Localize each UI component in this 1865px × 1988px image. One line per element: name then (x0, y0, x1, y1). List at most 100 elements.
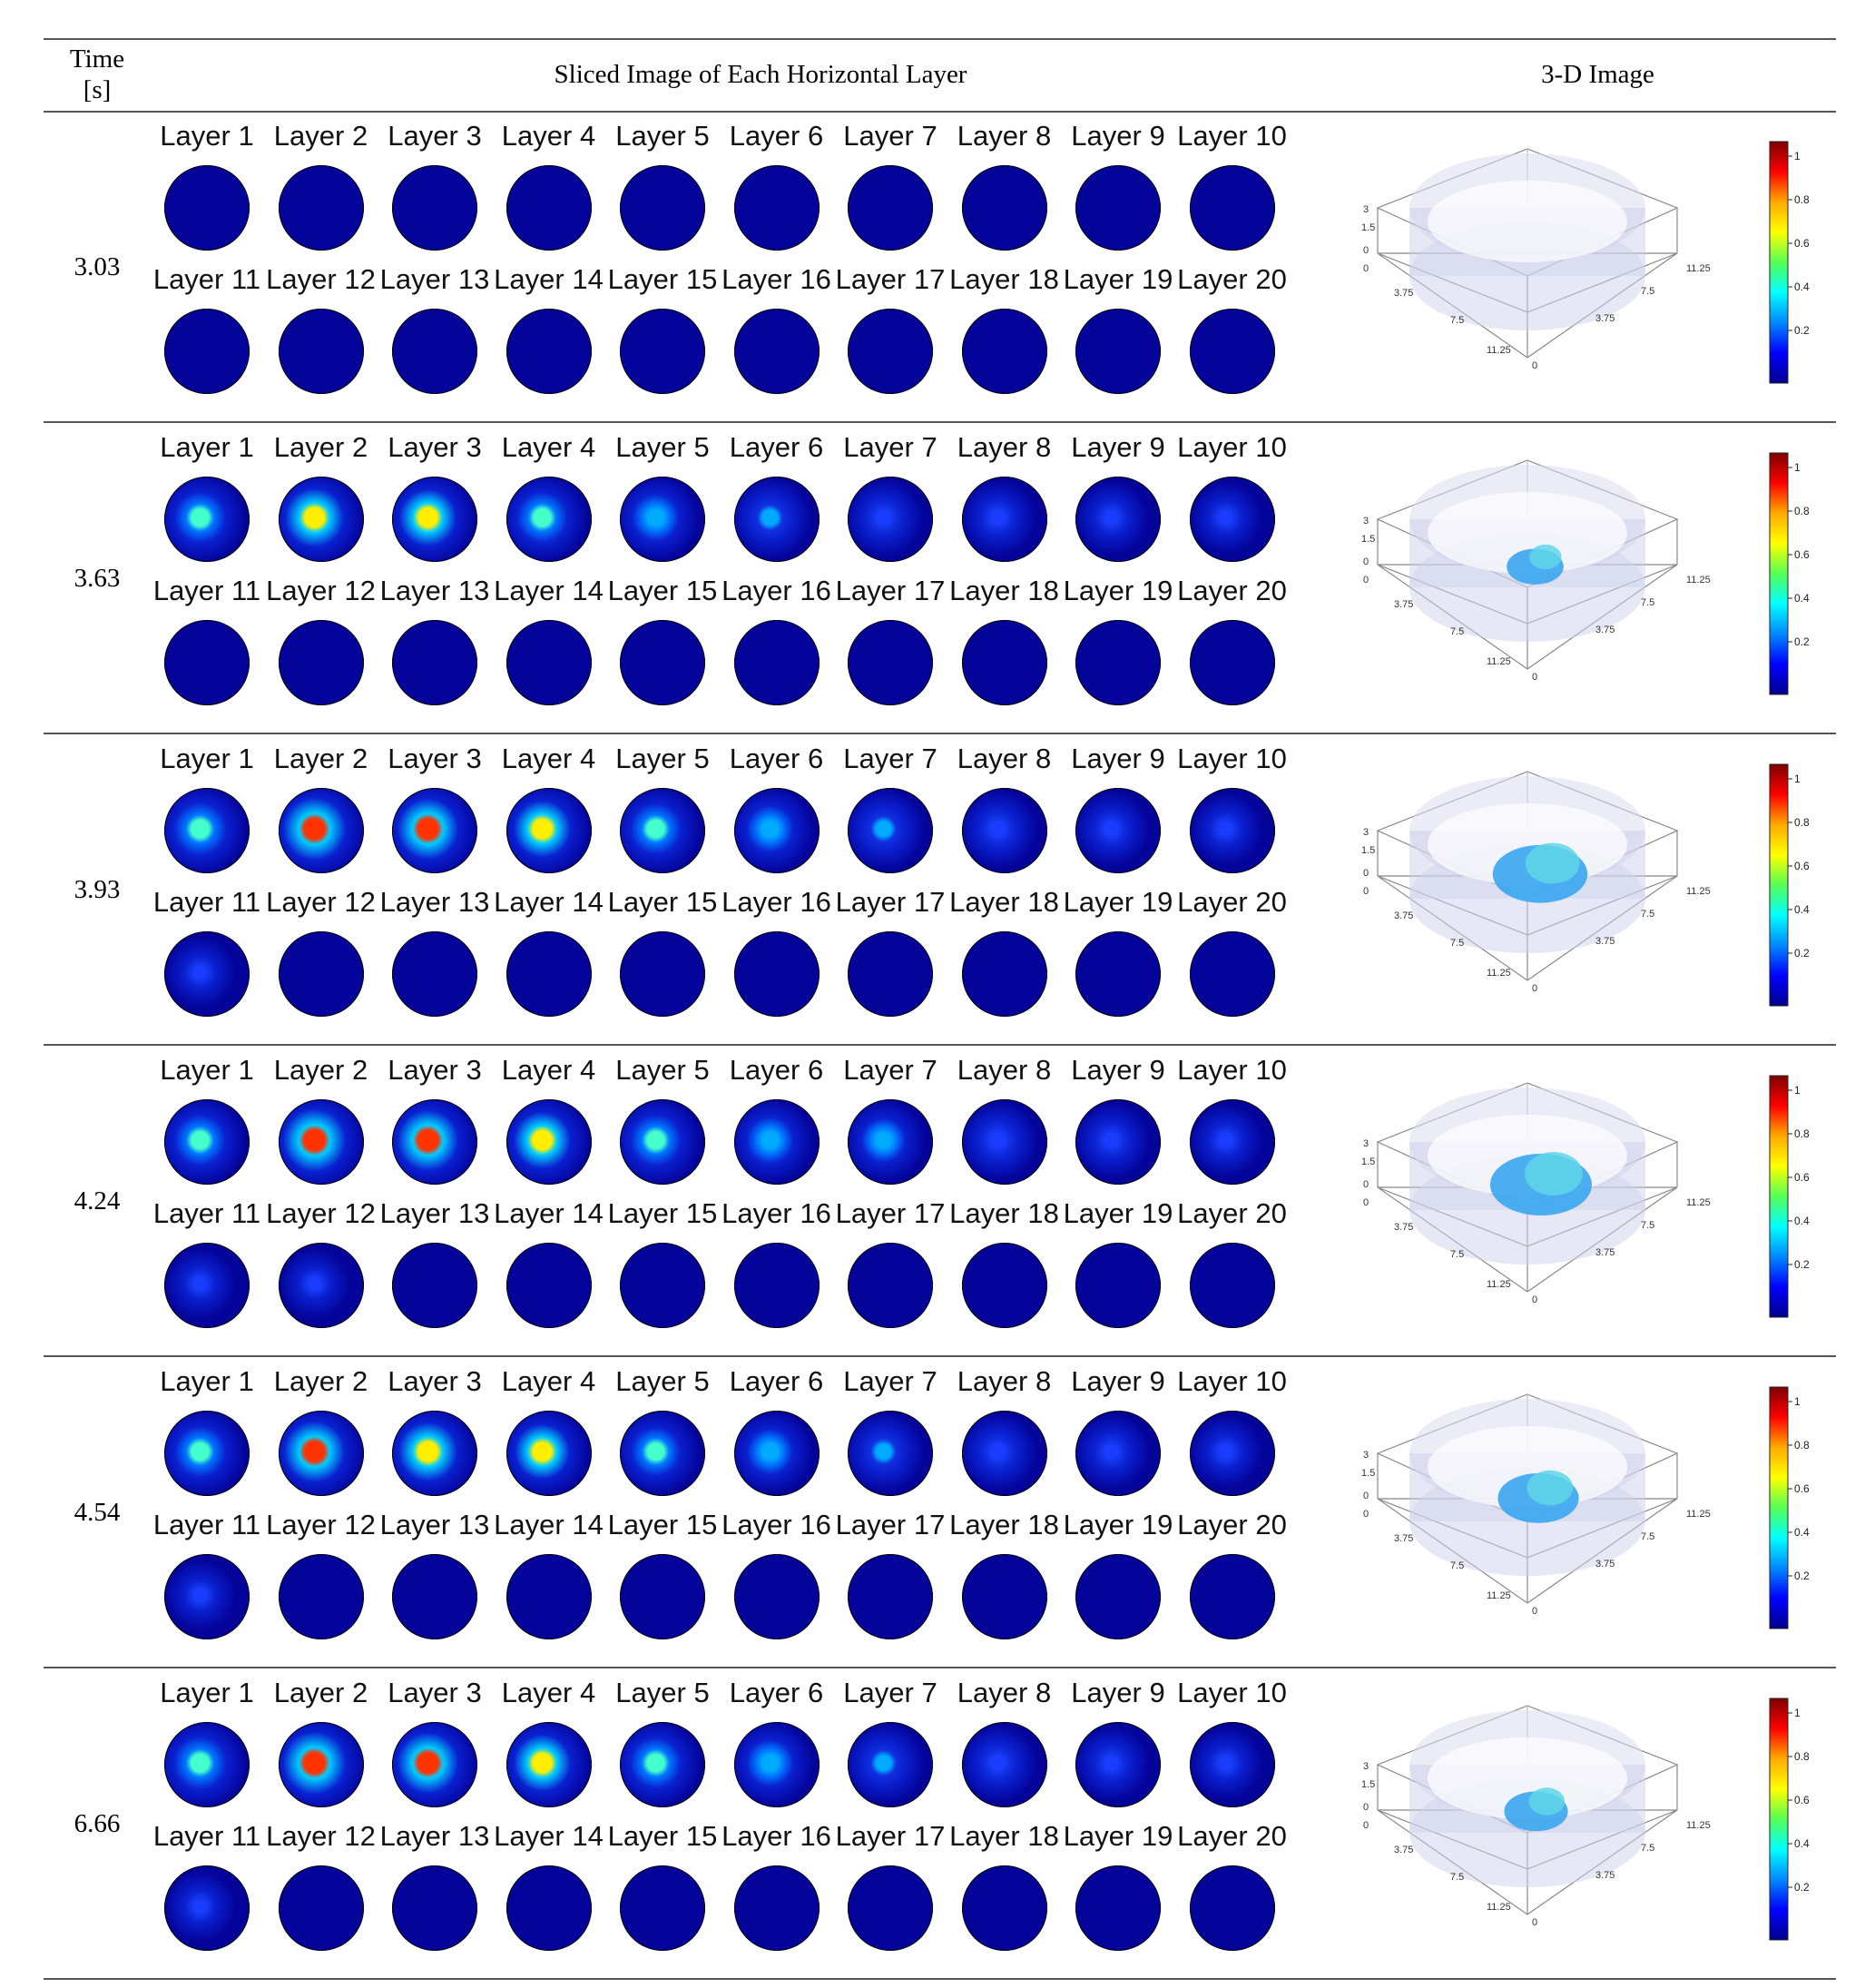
layer-slice-image (733, 1865, 820, 1951)
colorbar-tick-label: 1 (1794, 1707, 1801, 1719)
layer-slice-image (506, 1865, 592, 1951)
layer-slice-image (392, 1411, 477, 1496)
colorbar-tick-label: 0.4 (1794, 592, 1810, 605)
layer-label: Layer 20 (1177, 575, 1287, 606)
layer-slice-image (961, 1722, 1047, 1807)
layer-slice-image (278, 1865, 364, 1951)
x-tick-label: 0 (1363, 575, 1369, 586)
layer-label: Layer 5 (615, 431, 710, 463)
y-tick-label: 3.75 (1595, 1870, 1615, 1881)
colorbar-tick-label: 0.4 (1794, 1526, 1810, 1539)
row-rule (44, 733, 1836, 734)
y-tick-label: 3.75 (1595, 625, 1615, 635)
layer-slice-image (733, 1243, 820, 1328)
layer-label: Layer 14 (494, 263, 604, 295)
layer-slice-image (848, 788, 933, 873)
y-tick-label: 7.5 (1641, 1220, 1654, 1231)
layer-slice-image (620, 1099, 705, 1185)
layer-slice-image (392, 1243, 477, 1328)
row-rule (44, 1355, 1836, 1357)
colorbar-tick-label: 0.8 (1794, 1127, 1810, 1140)
layer-slice-image (848, 620, 933, 705)
layer-slice-image (1189, 1865, 1275, 1951)
x-tick-label: 0 (1363, 1820, 1369, 1831)
layer-slice-image (164, 788, 250, 873)
layer-slice-image (506, 1243, 592, 1328)
layer-label: Layer 8 (957, 743, 1052, 774)
layer-label: Layer 9 (1071, 1677, 1165, 1708)
layer-slice-image (620, 1865, 705, 1951)
layer-label: Layer 18 (949, 886, 1059, 918)
colorbar-tick-label: 1 (1794, 150, 1801, 162)
layer-label: Layer 18 (949, 575, 1059, 606)
layer-label: Layer 2 (273, 120, 368, 152)
layer-label: Layer 10 (1177, 1365, 1287, 1397)
x-tick-label: 11.25 (1487, 1590, 1511, 1601)
layer-slice-image (1189, 1554, 1275, 1639)
z-tick-label: 1.5 (1361, 222, 1375, 233)
z-tick-label: 0 (1363, 1802, 1369, 1813)
layer-slice-image (848, 477, 933, 562)
colorbar-tick-label: 0.2 (1794, 947, 1810, 960)
layer-label: Layer 20 (1177, 886, 1287, 918)
layer-label: Layer 7 (843, 743, 937, 774)
x-tick-label: 11.25 (1487, 1902, 1511, 1913)
y-tick-label: 11.25 (1686, 886, 1711, 897)
colorbar-tick-label: 1 (1794, 773, 1801, 785)
layer-label: Layer 6 (729, 1054, 824, 1086)
layer-slice-image (733, 1411, 820, 1496)
layer-slice-image (392, 931, 477, 1017)
volume-3d-image: 3 1.5 0 0 3.75 7.5 11.25 11.25 7.5 3.75 0 (1361, 771, 1711, 994)
layer-slice-image (1075, 165, 1161, 251)
layer-label: Layer 19 (1063, 263, 1173, 295)
colorbar-tick-label: 0.4 (1794, 903, 1810, 916)
layer-label: Layer 6 (729, 1365, 824, 1397)
layer-label: Layer 19 (1063, 1197, 1173, 1229)
colorbar-tick-label: 0.8 (1794, 1750, 1810, 1763)
layer-slice-image (506, 1554, 592, 1639)
y-tick-label: 11.25 (1686, 575, 1711, 586)
layer-slice-image (278, 309, 364, 394)
layer-label: Layer 5 (615, 1677, 710, 1708)
layer-label: Layer 18 (949, 1197, 1059, 1229)
layer-slice-image (1189, 309, 1275, 394)
colorbar: 1 0.8 0.6 0.4 0.2 (1769, 1075, 1810, 1318)
layer-slice-image (733, 309, 820, 394)
colorbar-tick-label: 0.4 (1794, 1837, 1810, 1850)
volume-3d-image: 3 1.5 0 0 3.75 7.5 11.25 11.25 7.5 3.75 0 (1361, 459, 1711, 683)
layer-label: Layer 6 (729, 120, 824, 152)
layer-label: Layer 8 (957, 120, 1052, 152)
layer-label: Layer 20 (1177, 1509, 1287, 1540)
slice-header: Sliced Image of Each Horizontal Layer (554, 60, 967, 89)
layer-slice-image (278, 165, 364, 251)
layer-slice-image (733, 477, 820, 562)
layer-slice-image (278, 788, 364, 873)
row-rule (44, 1044, 1836, 1046)
layer-slice-image (278, 477, 364, 562)
layer-label: Layer 5 (615, 743, 710, 774)
layer-label: Layer 12 (266, 263, 376, 295)
x-tick-label: 3.75 (1394, 1533, 1413, 1544)
layer-slice-image (164, 165, 250, 251)
layer-label: Layer 18 (949, 263, 1059, 295)
row-rule (44, 421, 1836, 423)
z-tick-label: 1.5 (1361, 1468, 1375, 1479)
colorbar-tick-label: 0.6 (1794, 860, 1810, 872)
layer-slice-image (620, 788, 705, 873)
layer-label: Layer 15 (607, 263, 718, 295)
layer-label: Layer 17 (835, 1197, 946, 1229)
layer-slice-image (1075, 309, 1161, 394)
time-header-unit: [s] (83, 75, 112, 104)
layer-label: Layer 19 (1063, 575, 1173, 606)
layer-label: Layer 6 (729, 1677, 824, 1708)
z-tick-label: 0 (1363, 1179, 1369, 1190)
layer-label: Layer 2 (273, 1054, 368, 1086)
y-tick-label: 7.5 (1641, 909, 1654, 920)
layer-slice-image (164, 931, 250, 1017)
layer-slice-image (848, 1411, 933, 1496)
layer-slice-image (1189, 1243, 1275, 1328)
layer-label: Layer 4 (501, 1365, 596, 1397)
layer-label: Layer 14 (494, 886, 604, 918)
